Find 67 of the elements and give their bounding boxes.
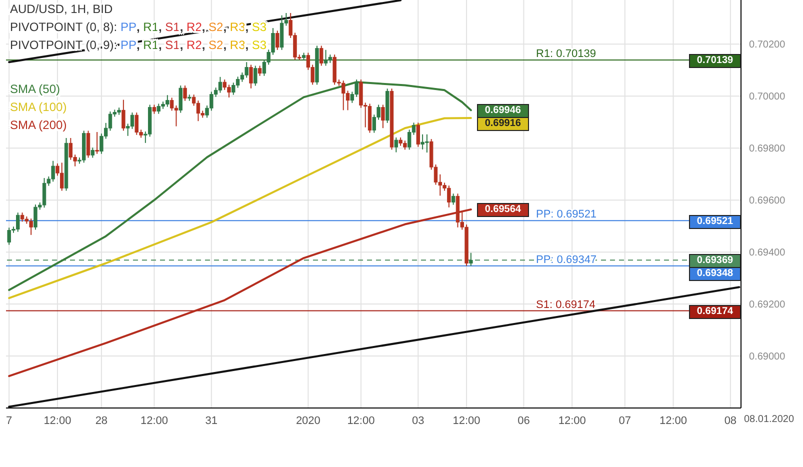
x-tick-label: 03 <box>412 414 424 427</box>
x-tick-label: 12:00 <box>659 414 688 427</box>
x-tick-label: 2020 <box>296 414 320 427</box>
candlestick <box>381 104 385 129</box>
candlestick <box>416 122 420 148</box>
x-tick-label: 12:00 <box>140 414 168 427</box>
candlestick <box>254 65 258 86</box>
candlestick <box>394 136 398 153</box>
candlestick <box>258 65 262 76</box>
x-tick-label: 12:00 <box>558 414 586 427</box>
candlestick <box>86 130 90 158</box>
line-series <box>8 81 472 292</box>
line-series <box>8 116 472 300</box>
candlestick <box>232 82 236 96</box>
x-tick-label: 06 <box>518 414 530 427</box>
x-tick-label: 28 <box>95 414 108 427</box>
y-tick-label: 0.69200 <box>749 300 786 311</box>
candlestick <box>68 137 73 160</box>
candlestick <box>183 85 187 102</box>
candlestick <box>178 85 182 114</box>
candlestick <box>324 49 328 66</box>
y-tick-label: 0.69000 <box>749 352 786 363</box>
candlestick <box>469 252 473 266</box>
candlestick <box>276 30 280 50</box>
text: SMA (50) <box>10 81 62 98</box>
y-tick-label: 0.70200 <box>749 40 786 51</box>
candlestick <box>244 62 248 78</box>
candlestick <box>368 103 372 134</box>
text: 08.01.2020 <box>744 414 794 425</box>
data-label: 0.69564 <box>476 203 529 218</box>
data-label: 0.69916 <box>476 117 529 132</box>
ref-line-label: S1: 0.69174 <box>536 298 596 311</box>
text: SMA (200) <box>10 117 68 134</box>
x-tick-label: 7 <box>6 414 12 427</box>
x-tick-label: 08 <box>724 414 737 427</box>
candlestick <box>152 104 156 114</box>
candlestick <box>196 100 200 122</box>
annotation: 0.69521 <box>689 214 741 229</box>
candlestick <box>218 76 222 94</box>
candlestick <box>20 212 24 222</box>
candlestick <box>249 64 253 89</box>
candlestick <box>90 147 94 158</box>
x-tick-label: 12:00 <box>44 414 72 427</box>
ref-line-label: PP: 0.69521 <box>536 208 597 221</box>
text: SMA (100) <box>10 99 68 116</box>
x-tick-label: 07 <box>618 414 632 427</box>
chart-title: AUD/USD, 1H, BID <box>10 1 114 18</box>
candlestick <box>122 99 126 132</box>
y-tick-label: 0.69800 <box>749 144 786 155</box>
x-tick-label: 31 <box>205 414 218 427</box>
candlestick <box>236 76 240 88</box>
candlestick <box>130 112 134 130</box>
y-tick-label: 0.70000 <box>749 92 786 103</box>
candlestick <box>451 193 456 206</box>
x-tick-label: 12:00 <box>347 414 375 427</box>
ref-line-label: R1: 0.70139 <box>536 48 596 60</box>
y-tick-label: 0.69600 <box>749 196 786 207</box>
data-label: 0.69946 <box>476 104 529 118</box>
y-tick-label: 0.69400 <box>749 248 786 259</box>
x-tick-label: 12:00 <box>452 414 480 427</box>
annotation: 0.69174 <box>689 304 741 319</box>
annotation: 0.69369 <box>689 254 741 268</box>
annotation: 0.69348 <box>689 267 741 282</box>
candlestick <box>320 45 324 66</box>
candlestick <box>95 132 99 154</box>
annotation: 0.70139 <box>689 54 741 68</box>
candlestick <box>42 178 46 208</box>
